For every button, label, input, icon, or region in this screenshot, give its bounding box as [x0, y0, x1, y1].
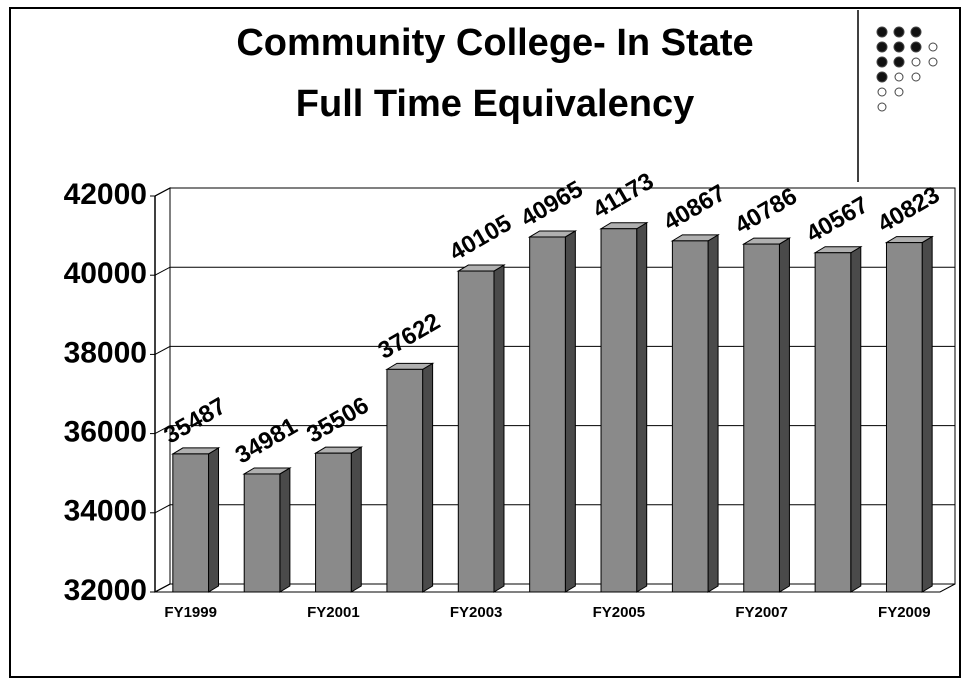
bar [886, 243, 922, 592]
chart: Community College- In State Full Time Eq… [0, 0, 969, 685]
x-tick-label: FY1999 [164, 604, 217, 621]
bar [173, 454, 209, 592]
bar-side [494, 265, 504, 592]
x-tick-label: FY2003 [450, 604, 503, 621]
x-tick-label: FY2009 [878, 604, 931, 621]
x-tick-label: FY2001 [307, 604, 360, 621]
side-wall [155, 188, 170, 592]
bar [316, 453, 352, 592]
bar [601, 229, 637, 592]
chart-title: Community College- In State [236, 22, 753, 64]
bar [458, 271, 494, 592]
bar-side [209, 448, 219, 592]
y-tick-label: 38000 [64, 336, 147, 369]
bar-side [851, 247, 861, 592]
chart-subtitle: Full Time Equivalency [296, 83, 694, 125]
x-tick-label: FY2007 [735, 604, 788, 621]
x-tick-label: FY2005 [593, 604, 646, 621]
bar [387, 369, 423, 592]
y-tick-label: 42000 [64, 178, 147, 211]
bar-side [565, 231, 575, 592]
bar [815, 253, 851, 592]
bar-side [922, 237, 932, 592]
bar-side [708, 235, 718, 592]
y-tick-label: 40000 [64, 257, 147, 290]
bar-side [779, 238, 789, 592]
bar [672, 241, 708, 592]
y-tick-label: 34000 [64, 495, 147, 528]
bar [530, 237, 566, 592]
bar-side [637, 223, 647, 592]
bar-side [351, 447, 361, 592]
y-tick-label: 32000 [64, 574, 147, 607]
bar [744, 244, 780, 592]
bar-side [280, 468, 290, 592]
bar [244, 474, 280, 592]
y-tick-label: 36000 [64, 416, 147, 449]
bar-side [423, 363, 433, 592]
